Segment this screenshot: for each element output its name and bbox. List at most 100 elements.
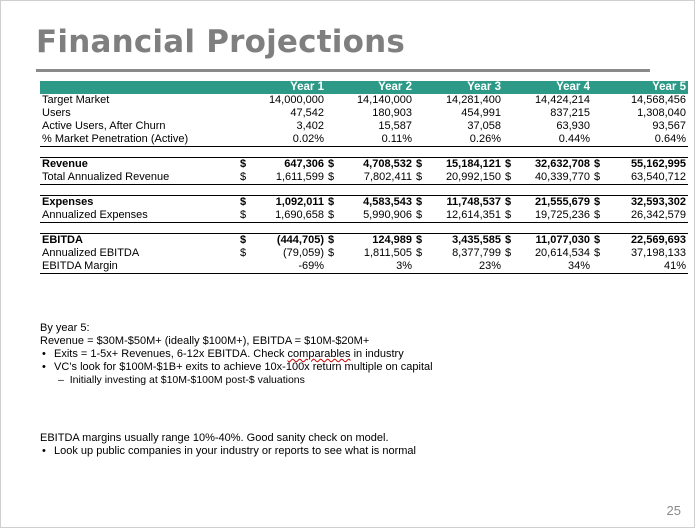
value-cell: 0.26%: [427, 133, 503, 147]
value-cell: 40,339,770: [516, 171, 592, 185]
currency-cell: [414, 120, 427, 133]
value-cell: 0.64%: [605, 133, 688, 147]
value-cell: 7,802,411: [339, 171, 414, 185]
currency-cell: [592, 133, 605, 147]
bullet-dot: •: [42, 348, 46, 360]
currency-cell: $: [240, 247, 247, 259]
table-row: Annualized Expenses $1,690,658 $5,990,906 $…: [40, 209, 688, 223]
value-cell: 14,140,000: [356, 94, 412, 106]
header-blank-cell: [40, 81, 238, 94]
value-cell: 647,306: [251, 157, 326, 171]
currency-cell: $: [414, 195, 427, 209]
value-cell: 11,077,030: [516, 233, 592, 247]
header-year-5: Year 5: [592, 81, 688, 94]
value-cell: -69%: [251, 260, 326, 274]
notes-margin-line: EBITDA margins usually range 10%-40%. Go…: [40, 432, 389, 444]
value-cell: 14,000,000: [268, 94, 324, 106]
bullet-dot: •: [42, 445, 46, 457]
currency-cell: $: [505, 247, 512, 259]
row-label: EBITDA Margin: [40, 260, 238, 274]
value-cell: 454,991: [461, 107, 501, 119]
currency-cell: [592, 107, 605, 120]
currency-cell: [414, 94, 427, 107]
currency-cell: $: [238, 195, 251, 209]
row-label: Expenses: [40, 195, 238, 209]
row-label: Users: [42, 107, 71, 119]
row-label: % Market Penetration (Active): [40, 133, 238, 147]
title-rule: [36, 69, 650, 72]
currency-cell: [414, 260, 427, 274]
value-cell: 3,402: [296, 120, 324, 132]
currency-cell: [238, 120, 251, 133]
notes-bullet-exits: • Exits = 1-5x+ Revenues, 6-12x EBITDA. C…: [40, 348, 433, 361]
value-cell: 21,555,679: [516, 195, 592, 209]
currency-cell: $: [326, 195, 339, 209]
value-cell: 32,632,708: [516, 157, 592, 171]
table-row: Target Market 14,000,000 14,140,000 14,281,…: [40, 94, 688, 107]
sub-bullet-text: Initially investing at $10M-$100M post-$…: [69, 374, 305, 386]
currency-cell: $: [414, 157, 427, 171]
table-row: Active Users, After Churn 3,402 15,587 37,0…: [40, 120, 688, 133]
value-cell: 4,583,543: [339, 195, 414, 209]
value-cell: 0.11%: [339, 133, 414, 147]
currency-cell: $: [594, 247, 601, 259]
value-cell: 1,308,040: [637, 107, 686, 119]
currency-cell: $: [326, 233, 339, 247]
value-cell: 124,989: [339, 233, 414, 247]
value-cell: 3%: [339, 260, 414, 274]
value-cell: 1,811,505: [363, 247, 412, 259]
currency-cell: $: [503, 233, 516, 247]
notes-block: By year 5: Revenue = $30M-$50M+ (ideally…: [40, 322, 433, 387]
currency-cell: $: [238, 157, 251, 171]
currency-cell: $: [326, 209, 339, 223]
table-row: Users 47,542 180,903 454,991 837,215 1,308,04…: [40, 107, 688, 120]
spacer-row: [40, 185, 688, 196]
value-cell: 22,569,693: [605, 233, 688, 247]
bullet-public-text: Look up public companies in your industr…: [54, 445, 416, 457]
value-cell: 26,342,579: [605, 209, 688, 223]
spellcheck-word: comparables: [287, 348, 351, 360]
value-cell: 0.02%: [251, 133, 326, 147]
notes-margin-block: EBITDA margins usually range 10%-40%. Go…: [40, 432, 416, 458]
currency-cell: $: [592, 171, 605, 185]
spacer-row: [40, 147, 688, 158]
row-label: Active Users, After Churn: [42, 120, 166, 132]
financial-projections-table: Year 1 Year 2 Year 3 Year 4 Year 5 Target Mar…: [40, 81, 688, 274]
currency-cell: $: [414, 233, 427, 247]
value-cell: 20,614,534: [534, 247, 590, 259]
value-cell: 1,092,011: [251, 195, 326, 209]
currency-cell: [238, 107, 251, 120]
value-cell: 55,162,995: [605, 157, 688, 171]
currency-cell: $: [238, 171, 251, 185]
row-label: Annualized EBITDA: [42, 247, 140, 259]
currency-cell: [238, 94, 251, 107]
bullet-exits-text: Exits = 1-5x+ Revenues, 6-12x EBITDA. Ch…: [54, 348, 288, 360]
value-cell: 11,748,537: [427, 195, 503, 209]
currency-cell: $: [503, 209, 516, 223]
currency-cell: $: [503, 195, 516, 209]
row-label: Target Market: [42, 94, 110, 106]
currency-cell: [503, 120, 516, 133]
currency-cell: $: [238, 233, 251, 247]
notes-bullet-vc: • VC’s look for $100M-$1B+ exits to achie…: [40, 361, 433, 374]
value-cell: 1,611,599: [251, 171, 326, 185]
value-cell: 37,198,133: [630, 247, 686, 259]
notes-revenue-line: Revenue = $30M-$50M+ (ideally $100M+), E…: [40, 335, 370, 347]
value-cell: 1,690,658: [251, 209, 326, 223]
value-cell: 14,568,456: [630, 94, 686, 106]
table-row: Total Annualized Revenue $1,611,599 $7,802…: [40, 171, 688, 185]
currency-cell: [414, 107, 427, 120]
value-cell: (444,705): [251, 233, 326, 247]
value-cell: 0.44%: [516, 133, 592, 147]
currency-cell: $: [503, 171, 516, 185]
currency-cell: [592, 120, 605, 133]
value-cell: 41%: [605, 260, 688, 274]
currency-cell: [326, 94, 339, 107]
notes-sub-bullet: – Initially investing at $10M-$100M post…: [40, 374, 433, 387]
row-label: EBITDA: [40, 233, 238, 247]
value-cell: 20,992,150: [427, 171, 503, 185]
currency-cell: $: [592, 195, 605, 209]
bullet-exits-text-end: in industry: [350, 348, 404, 360]
currency-cell: $: [414, 209, 427, 223]
notes-bullet-public: • Look up public companies in your indust…: [40, 445, 416, 458]
